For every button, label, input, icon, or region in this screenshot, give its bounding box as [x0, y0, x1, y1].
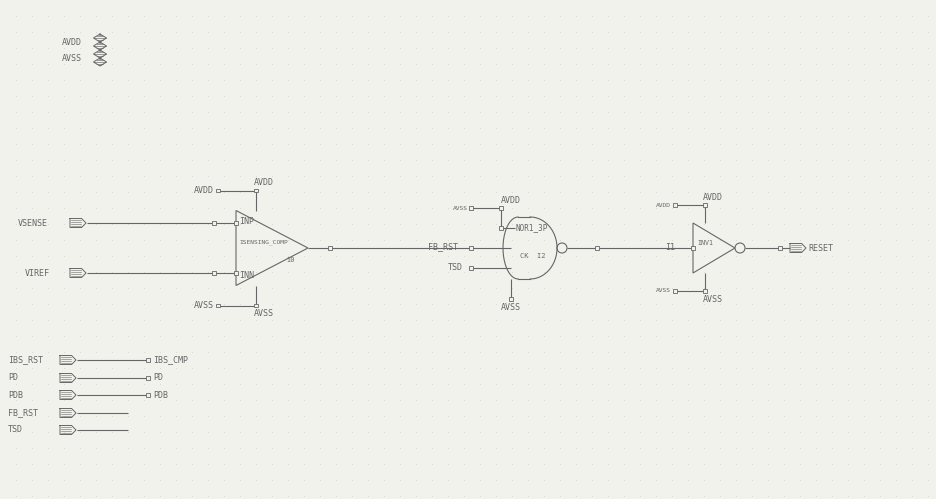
Bar: [673, 203, 676, 207]
Bar: [469, 206, 473, 210]
Text: ISENSING_COMP: ISENSING_COMP: [239, 239, 287, 245]
Bar: [216, 304, 220, 307]
Bar: [212, 271, 215, 275]
Bar: [703, 203, 706, 207]
Bar: [254, 304, 257, 307]
Bar: [594, 246, 598, 250]
Text: AVSS: AVSS: [254, 309, 273, 318]
Text: AVDD: AVDD: [702, 193, 723, 202]
Text: PDB: PDB: [8, 391, 23, 400]
Text: RESET: RESET: [807, 244, 832, 252]
Text: VIREF: VIREF: [25, 268, 50, 277]
Bar: [499, 206, 503, 210]
Text: INP: INP: [239, 217, 254, 226]
Text: IBS_CMP: IBS_CMP: [153, 355, 188, 364]
Text: AVSS: AVSS: [501, 302, 520, 311]
Text: AVDD: AVDD: [62, 37, 82, 46]
Bar: [254, 189, 257, 192]
Text: PDB: PDB: [153, 391, 168, 400]
Bar: [216, 189, 220, 192]
Text: VSENSE: VSENSE: [18, 219, 48, 228]
Text: AVSS: AVSS: [452, 206, 467, 211]
Text: AVDD: AVDD: [655, 203, 670, 208]
Bar: [508, 297, 512, 301]
Text: FB_RST: FB_RST: [8, 409, 38, 418]
Bar: [499, 226, 503, 230]
Text: IBS_RST: IBS_RST: [8, 355, 43, 364]
Bar: [778, 246, 781, 250]
Text: AVDD: AVDD: [501, 196, 520, 205]
Bar: [469, 246, 473, 250]
Text: AVSS: AVSS: [194, 301, 213, 310]
Bar: [673, 289, 676, 293]
Text: NOR1_3P: NOR1_3P: [516, 224, 548, 233]
Text: AVDD: AVDD: [194, 186, 213, 195]
Text: PD: PD: [153, 373, 163, 383]
Text: INN: INN: [239, 270, 254, 279]
Text: I0: I0: [285, 257, 294, 263]
Bar: [328, 246, 331, 250]
Bar: [146, 393, 150, 397]
Text: INV1: INV1: [696, 240, 712, 246]
Bar: [691, 246, 694, 250]
Text: I1: I1: [665, 243, 674, 251]
Text: AVDD: AVDD: [254, 178, 273, 187]
Bar: [212, 221, 215, 225]
Text: TSD: TSD: [8, 426, 23, 435]
Text: FB_RST: FB_RST: [428, 243, 458, 251]
Bar: [146, 358, 150, 362]
Bar: [234, 271, 238, 275]
Text: AVSS: AVSS: [62, 53, 82, 62]
Bar: [234, 221, 238, 225]
Bar: [146, 376, 150, 380]
Text: CK  I2: CK I2: [519, 253, 545, 259]
Bar: [703, 289, 706, 293]
Text: AVSS: AVSS: [702, 294, 723, 303]
Text: TSD: TSD: [447, 262, 462, 271]
Bar: [469, 266, 473, 270]
Text: PD: PD: [8, 373, 18, 383]
Text: AVSS: AVSS: [655, 288, 670, 293]
